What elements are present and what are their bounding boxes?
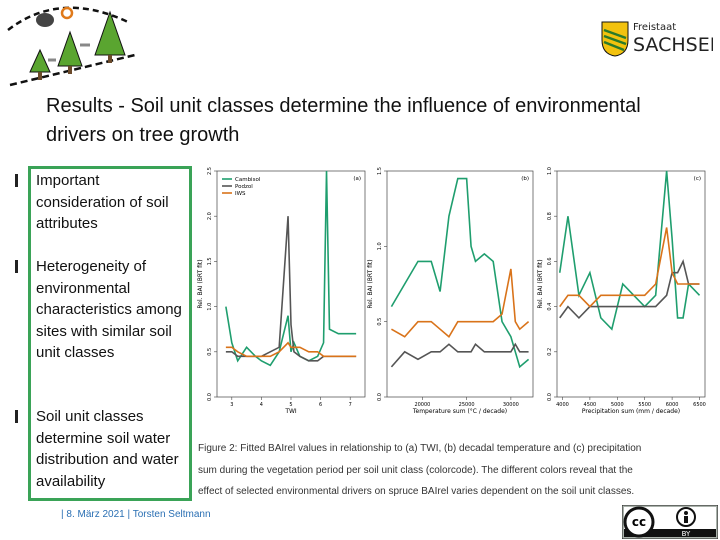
- plot-frame: [386, 170, 534, 398]
- x-tick-label: 5: [289, 402, 292, 408]
- project-logo: [7, 6, 136, 87]
- state-logo-line: SACHSEN: [633, 34, 713, 56]
- x-tick-label: 5500: [638, 402, 651, 408]
- state-logo: Freistaat SACHSEN: [601, 21, 713, 57]
- license-badge: cc BY: [622, 505, 718, 539]
- x-axis-label: Temperature sum (°C / decade): [412, 408, 507, 415]
- data-line: [558, 170, 701, 331]
- bullet: Important consideration of soil attribut…: [15, 170, 186, 235]
- y-tick-label: 2.5: [207, 167, 213, 175]
- figure-caption: Figure 2: Fitted BAIrel values in relati…: [198, 438, 713, 503]
- license-by: BY: [682, 530, 691, 538]
- x-tick-label: 30000: [503, 402, 519, 408]
- y-axis-label: Rel. BAI (BRT fit): [197, 259, 204, 308]
- y-tick-label: 1.5: [207, 257, 213, 265]
- bullet: Soil unit classes determine soil water d…: [15, 406, 186, 492]
- caption-line: effect of selected environmental drivers…: [198, 486, 635, 497]
- x-tick-label: 25000: [459, 402, 475, 408]
- x-tick-label: 4: [260, 402, 263, 408]
- y-tick-label: 0.4: [547, 303, 553, 311]
- plot-frame: [216, 170, 366, 398]
- data-line: [225, 341, 357, 358]
- y-tick-label: 0.2: [547, 348, 553, 356]
- y-tick-label: 1.5: [377, 167, 383, 175]
- y-tick-label: 0.8: [547, 212, 553, 220]
- y-tick-label: 0.0: [377, 393, 383, 401]
- x-tick-label: 6000: [666, 402, 679, 408]
- x-tick-label: 6500: [693, 402, 706, 408]
- y-tick-label: 0.6: [547, 257, 553, 265]
- y-tick-label: 1.0: [207, 303, 213, 311]
- figure: 0.0 0.5 1.0 1.5 2.0 2.5 3 4 5 6 7 TWI Rel. BAI (BRT …: [197, 167, 706, 415]
- data-line: [390, 177, 530, 369]
- x-axis-label: TWI: [284, 408, 297, 415]
- y-tick-label: 0.5: [377, 318, 383, 326]
- data-line: [390, 342, 529, 368]
- bullet: Heterogeneity of environmental character…: [15, 256, 186, 364]
- title-line: Results - Soil unit classes determine th…: [46, 95, 641, 117]
- x-tick-label: 7: [349, 402, 352, 408]
- legend-label: Podzol: [235, 184, 253, 190]
- y-tick-label: 0.0: [207, 393, 213, 401]
- panel-label: (b): [521, 176, 529, 182]
- y-axis-label: Rel. BAI (BRT fit): [537, 259, 544, 308]
- data-line: [559, 227, 700, 308]
- bullet-box: [28, 166, 192, 501]
- x-tick-label: 20000: [414, 402, 430, 408]
- y-tick-label: 1.0: [377, 242, 383, 250]
- title-line: drivers on tree growth: [46, 124, 240, 146]
- x-tick-label: 5000: [611, 402, 624, 408]
- y-tick-label: 0.5: [207, 348, 213, 356]
- legend-label: Cambisol: [235, 177, 261, 183]
- x-tick-label: 3: [230, 402, 233, 408]
- x-tick-label: 4500: [584, 402, 597, 408]
- panel-label: (a): [353, 176, 361, 182]
- plot-frame: [556, 170, 706, 398]
- data-line: [225, 170, 357, 367]
- y-tick-label: 1.0: [547, 167, 553, 175]
- license-cc: cc: [632, 515, 646, 529]
- slide-title: Results - Soil unit classes determine th…: [46, 92, 716, 150]
- data-line: [391, 268, 530, 338]
- y-axis-label: Rel. BAI (BRT fit): [367, 259, 374, 308]
- data-line: [225, 216, 357, 362]
- caption-line: sum during the vegetation period per soi…: [198, 464, 633, 476]
- x-tick-label: 4000: [556, 402, 569, 408]
- y-tick-label: 2.0: [207, 212, 213, 220]
- data-line: [559, 259, 700, 320]
- y-tick-label: 0.0: [547, 393, 553, 401]
- x-axis-label: Precipitation sum (mm / decade): [582, 408, 680, 415]
- footer: | 8. März 2021 | Torsten Seltmann: [61, 509, 211, 520]
- x-tick-label: 6: [319, 402, 322, 408]
- legend-label: IWS: [235, 191, 246, 197]
- caption-line: Figure 2: Fitted BAIrel values in relati…: [198, 443, 642, 454]
- panel-label: (c): [694, 176, 701, 182]
- state-logo-line: Freistaat: [633, 22, 676, 33]
